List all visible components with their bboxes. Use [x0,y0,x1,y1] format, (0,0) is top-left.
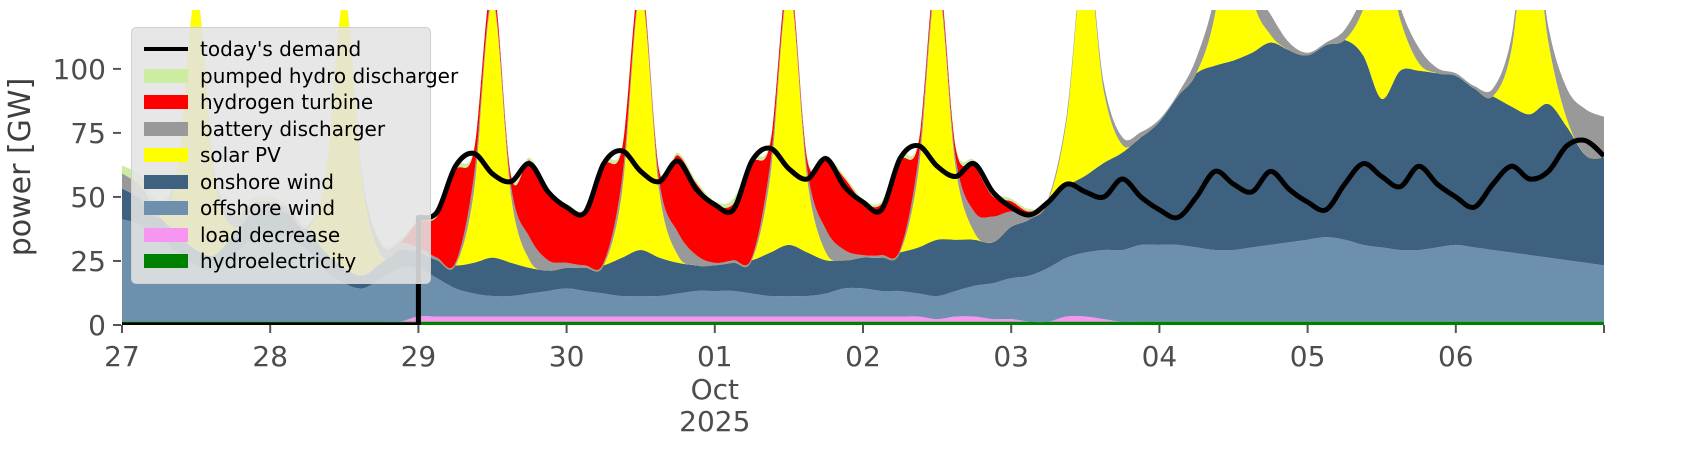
legend-item: pumped hydro discharger [144,63,458,90]
y-axis-title: power [GW] [3,78,38,257]
x-axis-month-label: Oct [691,373,739,406]
area-offshore_wind [122,219,1604,323]
x-tick-label: 02 [845,340,881,373]
legend-swatch-today-s-demand [144,47,188,52]
legend-item: load decrease [144,222,416,249]
y-tick-label: 25 [70,245,106,278]
legend-label: hydroelectricity [200,249,357,274]
legend-label: hydrogen turbine [200,90,374,115]
legend-swatch-offshore-wind [144,201,188,216]
x-tick-label: 04 [1142,340,1178,373]
stacked-areas [122,10,1604,325]
legend: today's demand pumped hydro discharger hyd… [131,27,458,284]
legend-label: pumped hydro discharger [200,63,459,88]
area-solar_pv [122,10,1604,276]
x-axis: 27 28 29 30 01 02 03 04 05 06 [104,325,1605,373]
demand-line [122,137,1604,325]
legend-label: solar PV [200,143,281,168]
area-hydroelectricity [122,321,1604,325]
area-load_decrease [122,316,1604,323]
y-tick-label: 75 [70,117,106,150]
x-tick-label: 06 [1438,340,1474,373]
x-axis-year-label: 2025 [679,405,750,438]
legend-swatch-pumped-hydro-discharger [144,68,188,83]
demand-line-group [122,137,1604,325]
y-tick-label: 0 [88,309,106,342]
legend-label: offshore wind [200,196,336,221]
x-tick-label: 30 [549,340,585,373]
x-tick-label: 27 [104,340,140,373]
x-tick-label: 01 [697,340,733,373]
legend-swatch-hydrogen-turbine [144,95,188,110]
y-tick-label: 100 [53,53,106,86]
legend-label: load decrease [200,222,341,247]
legend-swatch-onshore-wind [144,174,188,189]
legend-swatch-load-decrease [144,227,188,242]
x-tick-label: 05 [1290,340,1326,373]
y-axis: 0 25 50 75 100 [53,53,121,342]
legend-item: hydroelectricity [144,248,416,275]
legend-label: today's demand [200,37,362,62]
legend-item: today's demand [144,36,416,63]
legend-item: offshore wind [144,195,416,222]
x-tick-label: 29 [401,340,437,373]
legend-label: battery discharger [200,116,386,141]
legend-label: onshore wind [200,169,334,194]
x-tick-label: 03 [993,340,1029,373]
legend-swatch-battery-discharger [144,121,188,136]
legend-swatch-solar-pv [144,148,188,163]
legend-item: onshore wind [144,169,416,196]
area-hydrogen_turbine [122,10,1604,270]
legend-item: hydrogen turbine [144,89,416,116]
legend-item: battery discharger [144,116,416,143]
legend-swatch-hydroelectricity [144,254,188,269]
legend-item: solar PV [144,142,416,169]
y-tick-label: 50 [70,181,106,214]
x-tick-label: 28 [252,340,288,373]
area-onshore_wind [122,39,1604,297]
